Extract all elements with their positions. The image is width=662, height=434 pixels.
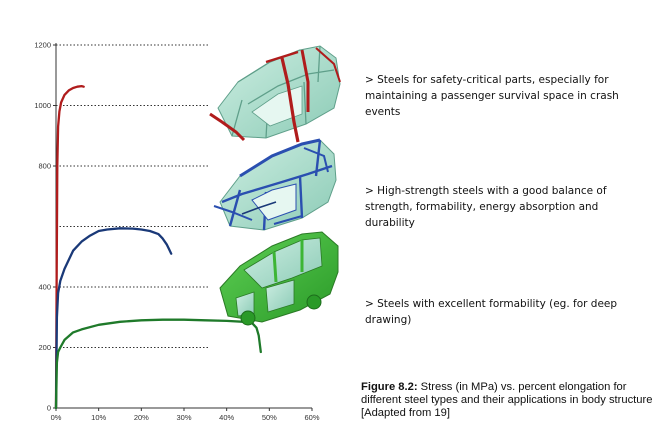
x-tick-label: 0% bbox=[51, 413, 62, 422]
y-tick-label: 400 bbox=[38, 283, 51, 292]
y-tick-label: 0 bbox=[47, 404, 51, 413]
series-line-2 bbox=[54, 227, 173, 410]
x-tick-label: 40% bbox=[219, 413, 234, 422]
figure-caption: Figure 8.2: Stress (in MPa) vs. percent … bbox=[361, 381, 657, 420]
series-layer bbox=[54, 84, 262, 410]
description-high-strength-steels: > High-strength steels with a good balan… bbox=[365, 185, 607, 229]
car-body-red-parts bbox=[209, 45, 341, 143]
figure-caption-text: Stress (in MPa) vs. percent elongation f… bbox=[361, 381, 653, 419]
x-tick-label: 60% bbox=[304, 413, 319, 422]
series-line-1 bbox=[54, 84, 85, 410]
y-tick-label: 200 bbox=[38, 343, 51, 352]
y-tick-label: 1200 bbox=[34, 41, 51, 50]
gridlines bbox=[56, 44, 210, 348]
description-formable-steels: > Steels with excellent formability (eg.… bbox=[365, 298, 618, 326]
figure-caption-label: Figure 8.2: bbox=[361, 381, 418, 393]
series-line-3 bbox=[54, 318, 262, 410]
x-tick-label: 10% bbox=[91, 413, 106, 422]
y-tick-label: 1000 bbox=[34, 101, 51, 110]
car-body-blue-parts bbox=[213, 138, 337, 231]
x-tick-label: 20% bbox=[134, 413, 149, 422]
x-tick-label: 30% bbox=[176, 413, 191, 422]
x-tick-label: 50% bbox=[262, 413, 277, 422]
description-safety-steels: > Steels for safety-critical parts, espe… bbox=[365, 74, 619, 118]
car-body-green-parts bbox=[219, 231, 339, 326]
y-tick-label: 800 bbox=[38, 162, 51, 171]
